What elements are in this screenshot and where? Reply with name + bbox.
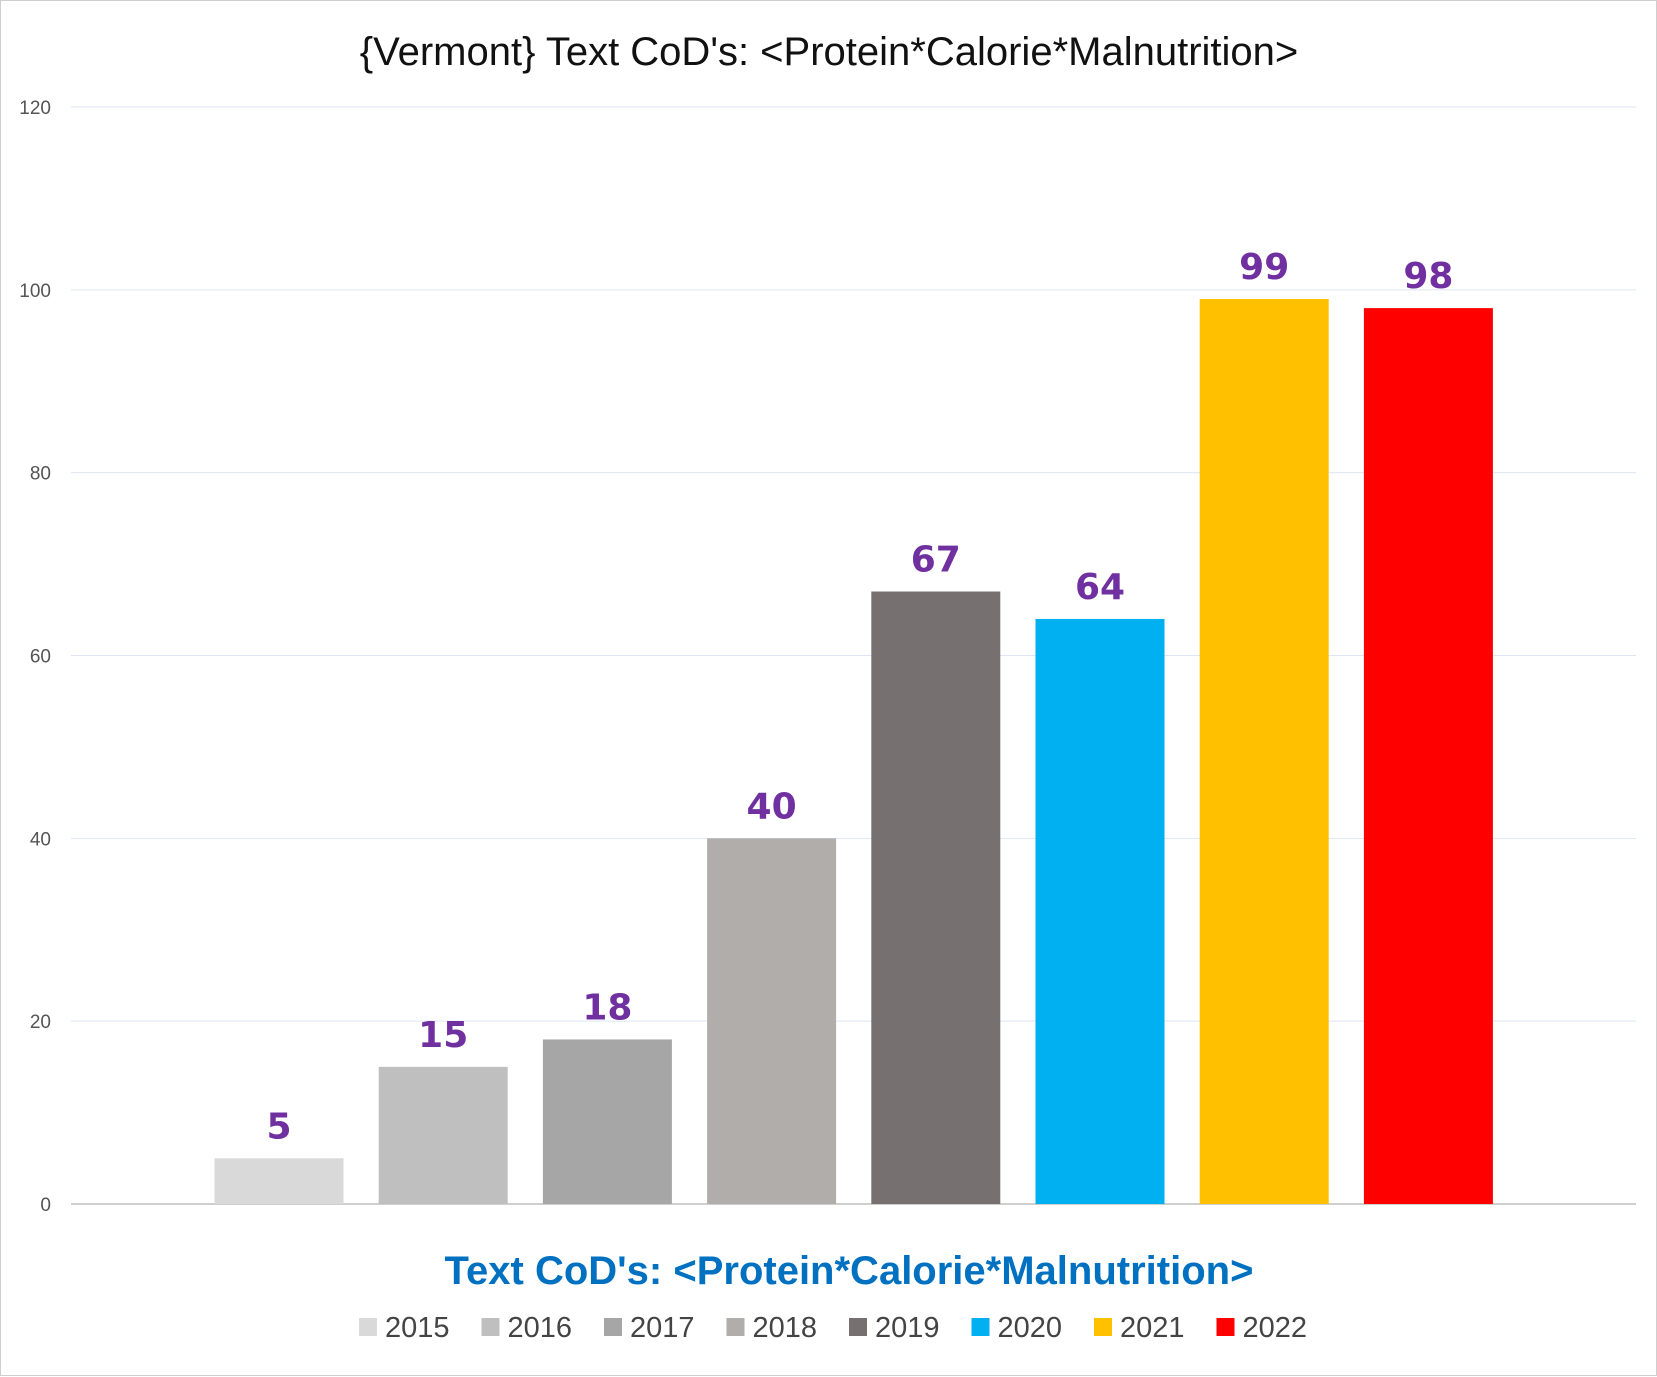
legend-label-2022: 2022 <box>1243 1312 1308 1344</box>
legend-swatch-2021 <box>1094 1318 1112 1336</box>
data-label-2016: 15 <box>418 1015 468 1056</box>
data-labels: 5 15 18 40 67 64 99 98 <box>266 247 1453 1147</box>
bar-2022 <box>1363 308 1493 1204</box>
data-label-2017: 18 <box>582 987 632 1028</box>
bar-2017 <box>542 1039 672 1204</box>
data-label-2015: 5 <box>266 1106 291 1147</box>
y-tick-label: 120 <box>19 98 51 119</box>
legend-swatch-2020 <box>971 1318 990 1336</box>
legend-label-2017: 2017 <box>630 1312 695 1344</box>
bar-2015 <box>214 1158 344 1204</box>
legend: 2015 2016 2017 2018 2019 2020 2021 2022 <box>359 1312 1307 1344</box>
y-tick-label: 40 <box>30 829 51 850</box>
bar-2021 <box>1199 298 1329 1205</box>
legend-swatch-2015 <box>359 1318 377 1336</box>
legend-label-2019: 2019 <box>875 1312 940 1344</box>
data-label-2020: 64 <box>1075 567 1125 608</box>
bar-2018 <box>707 838 837 1204</box>
y-axis-ticks: 0 20 40 60 80 100 120 <box>19 98 51 1216</box>
chart-title: {Vermont} Text CoD's: <Protein*Calorie*M… <box>360 30 1299 74</box>
data-label-2021: 99 <box>1239 247 1289 288</box>
legend-label-2018: 2018 <box>753 1312 818 1344</box>
legend-label-2015: 2015 <box>385 1312 450 1344</box>
legend-swatch-2017 <box>604 1318 622 1336</box>
x-axis-label: Text CoD's: <Protein*Calorie*Malnutritio… <box>445 1249 1254 1293</box>
legend-swatch-2019 <box>849 1318 867 1336</box>
legend-label-2021: 2021 <box>1120 1312 1185 1344</box>
legend-swatch-2018 <box>726 1318 745 1336</box>
y-tick-label: 20 <box>30 1012 51 1033</box>
bars <box>214 298 1493 1205</box>
data-label-2022: 98 <box>1403 256 1453 297</box>
y-tick-label: 0 <box>40 1195 51 1216</box>
data-label-2018: 40 <box>747 786 797 827</box>
y-tick-label: 60 <box>30 647 51 668</box>
legend-label-2020: 2020 <box>998 1312 1063 1344</box>
legend-swatch-2022 <box>1216 1318 1235 1336</box>
y-tick-label: 100 <box>19 281 51 302</box>
bar-2019 <box>871 591 1001 1204</box>
bar-2016 <box>378 1066 508 1204</box>
data-label-2019: 67 <box>911 540 961 581</box>
y-tick-label: 80 <box>30 464 51 485</box>
legend-label-2016: 2016 <box>508 1312 573 1344</box>
legend-swatch-2016 <box>481 1318 500 1336</box>
bar-2020 <box>1035 618 1165 1204</box>
